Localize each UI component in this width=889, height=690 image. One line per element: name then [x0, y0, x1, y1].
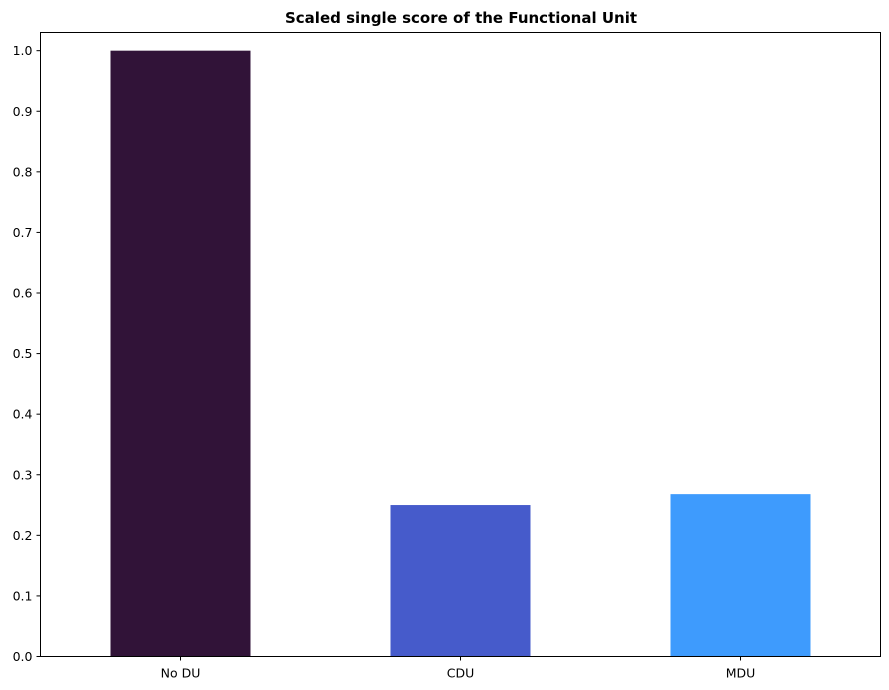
- y-tick-label: 0.9: [13, 104, 33, 119]
- y-tick-label: 0.7: [13, 225, 33, 240]
- y-tick-label: 0.0: [13, 649, 33, 664]
- bars-group: [110, 50, 811, 657]
- bar-mdu: [670, 494, 811, 657]
- chart-title: Scaled single score of the Functional Un…: [285, 9, 637, 27]
- bar-no-du: [110, 50, 251, 657]
- x-tick-label: No DU: [161, 666, 201, 681]
- y-tick-label: 0.3: [13, 467, 33, 482]
- x-tick-label: MDU: [726, 666, 756, 681]
- y-tick-label: 0.5: [13, 346, 33, 361]
- x-tick-label: CDU: [447, 666, 475, 681]
- y-tick-label: 1.0: [13, 43, 33, 58]
- y-tick-label: 0.8: [13, 164, 33, 179]
- y-tick-label: 0.1: [13, 588, 33, 603]
- axes-frame: [40, 32, 881, 657]
- y-axis: 0.0 0.1 0.2 0.3 0.4 0.5 0.6 0.7 0.8 0.9 1.0: [13, 43, 41, 664]
- y-tick-label: 0.2: [13, 528, 33, 543]
- bar-cdu: [390, 505, 531, 657]
- x-axis: No DU CDU MDU: [161, 656, 756, 681]
- y-tick-label: 0.6: [13, 286, 33, 301]
- y-tick-label: 0.4: [13, 407, 33, 422]
